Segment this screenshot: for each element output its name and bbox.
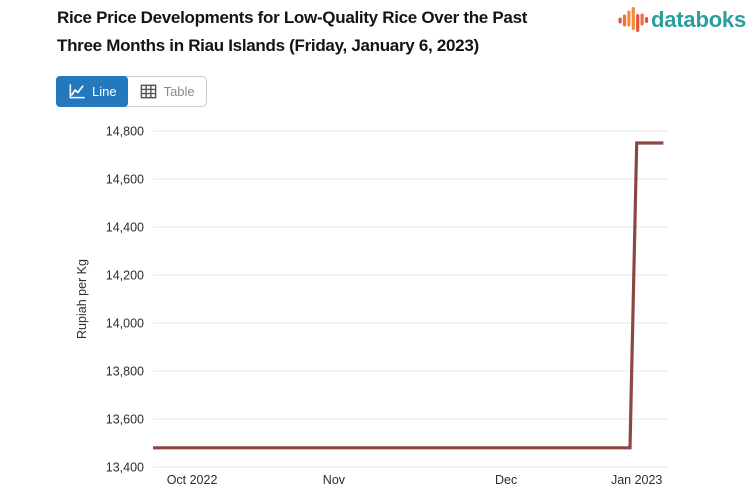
y-tick-label: 13,800 (106, 365, 144, 379)
table-button-label: Table (163, 84, 195, 99)
y-axis-title: Rupiah per Kg (75, 259, 89, 339)
line-view-button[interactable]: Line (56, 76, 128, 107)
table-view-button[interactable]: Table (128, 77, 206, 106)
x-tick-label: Jan 2023 (611, 473, 662, 487)
x-tick-label: Dec (495, 473, 517, 487)
y-tick-label: 14,200 (106, 269, 144, 283)
page-title: Rice Price Developments for Low-Quality … (57, 4, 617, 60)
y-tick-label: 14,000 (106, 317, 144, 331)
price-line-chart[interactable]: 13,400 13,600 13,800 14,000 14,200 14,400 14,6… (0, 115, 753, 498)
y-tick-label: 13,400 (106, 461, 144, 475)
y-tick-label: 14,400 (106, 221, 144, 235)
y-tick-label: 13,600 (106, 413, 144, 427)
page-title-line2: Three Months in Riau Islands (Friday, Ja… (57, 36, 479, 55)
databoks-logo[interactable]: databoks (618, 5, 746, 35)
x-tick-label: Oct 2022 (167, 473, 218, 487)
line-button-label: Line (92, 84, 117, 99)
databoks-logo-text: databoks (651, 7, 746, 32)
x-tick-label: Nov (323, 473, 346, 487)
table-icon (140, 84, 156, 99)
line-chart-icon (69, 84, 85, 99)
waveform-bars-icon (618, 7, 649, 32)
page-title-line1: Rice Price Developments for Low-Quality … (57, 8, 528, 27)
price-line (153, 141, 664, 450)
y-tick-label: 14,600 (106, 173, 144, 187)
chart-type-toggle: Line Table (56, 76, 207, 107)
y-tick-label: 14,800 (106, 125, 144, 139)
